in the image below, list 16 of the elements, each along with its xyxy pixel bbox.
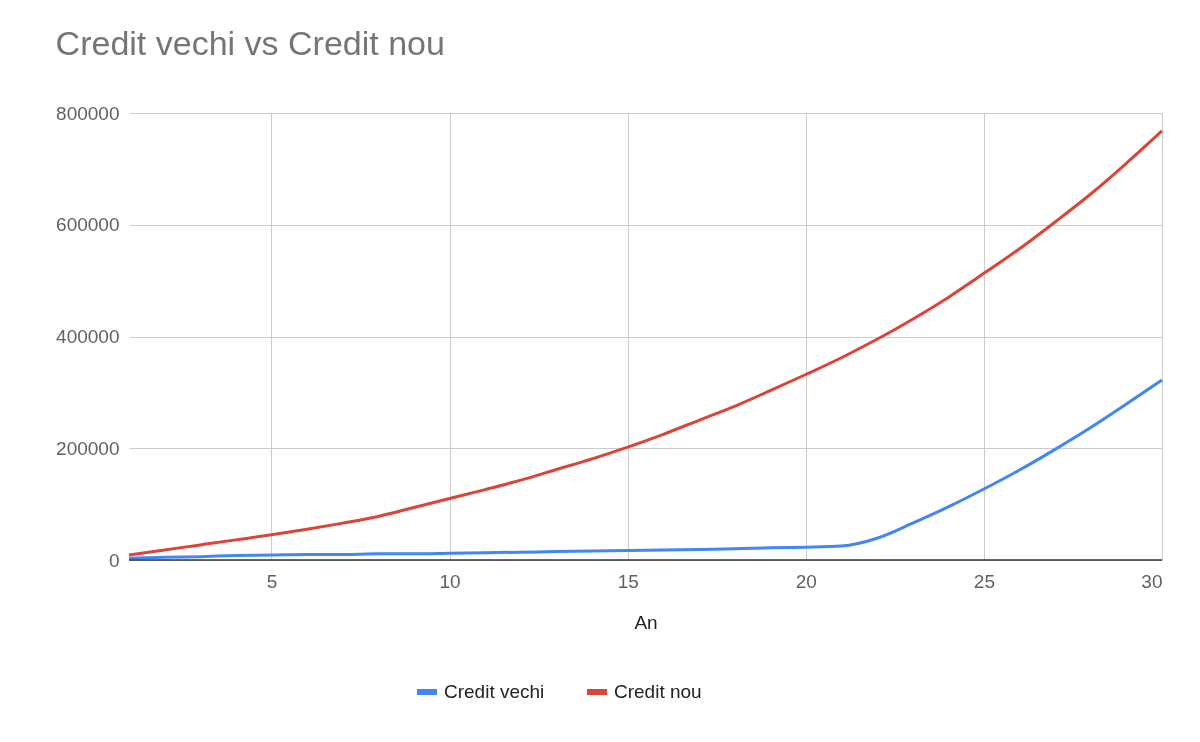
y-tick-label: 600000 xyxy=(56,214,120,236)
y-tick-label: 200000 xyxy=(56,437,120,459)
x-tick-label: 15 xyxy=(617,570,639,592)
x-tick-label: 20 xyxy=(795,570,817,592)
legend-label: Credit nou xyxy=(614,681,702,702)
chart-title: Credit vechi vs Credit nou xyxy=(55,24,445,62)
y-tick-label: 800000 xyxy=(56,102,120,124)
x-tick-label: 30 xyxy=(1141,570,1163,592)
y-tick-label: 400000 xyxy=(56,326,120,347)
x-axis-title: An xyxy=(634,611,658,633)
line-series xyxy=(127,129,1164,557)
x-tick-label: 10 xyxy=(439,570,461,592)
legend-label: Credit vechi xyxy=(444,681,545,702)
y-tick-label: 0 xyxy=(108,549,120,571)
x-tick-label: 5 xyxy=(266,570,278,592)
x-tick-label: 25 xyxy=(973,570,995,592)
